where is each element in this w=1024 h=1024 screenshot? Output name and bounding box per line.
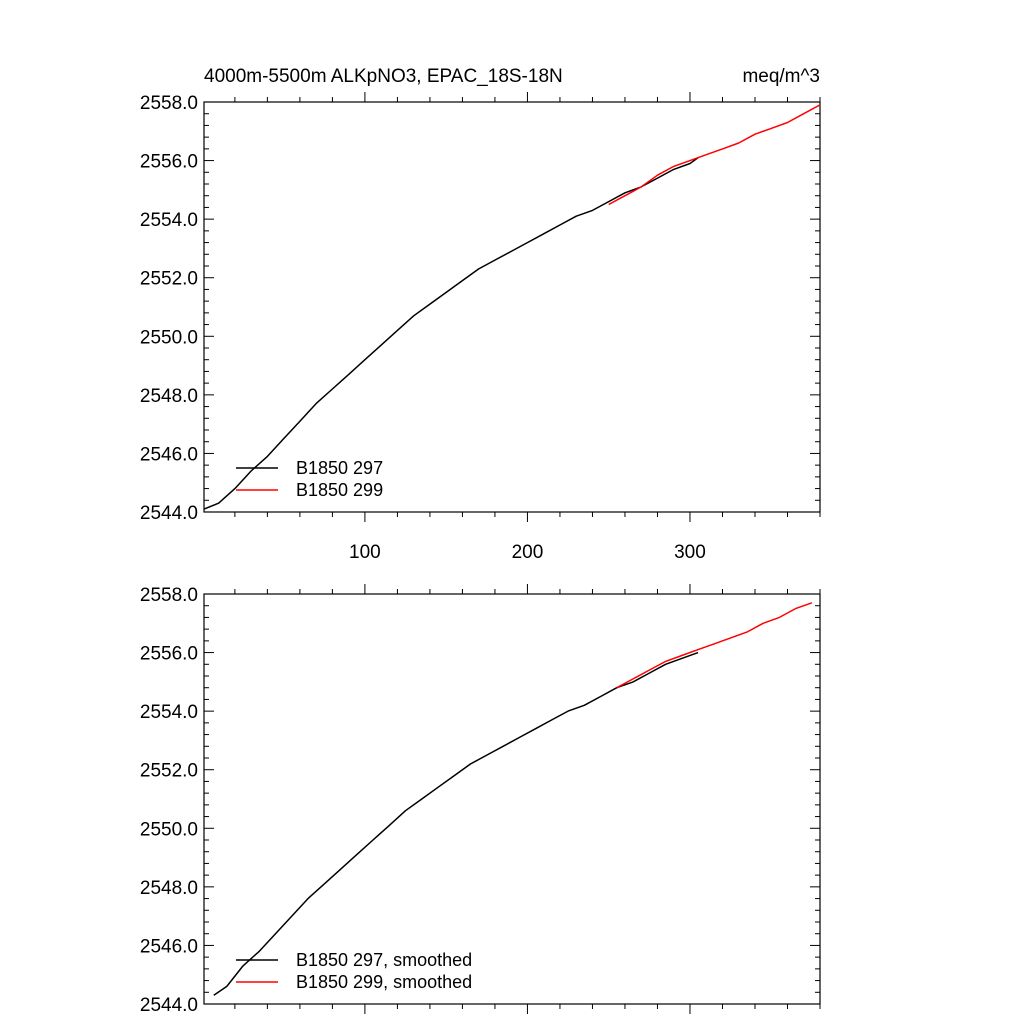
y-tick-label: 2556.0 <box>140 152 198 173</box>
chart-title-units: meq/m^3 <box>742 66 820 87</box>
y-tick-label: 2554.0 <box>140 210 198 231</box>
y-tick-label: 2552.0 <box>140 269 198 290</box>
chart-title-left: 4000m-5500m ALKpNO3, EPAC_18S-18N <box>204 66 563 87</box>
series-line-2 <box>616 602 813 689</box>
legend-label: B1850 299 <box>296 480 383 500</box>
y-tick-label: 2558.0 <box>140 585 198 606</box>
top-panel: 2544.0 2546.0 2548.0 2550.0 2552.0 2554.0 2556… <box>140 92 821 563</box>
y-tick-label: 2548.0 <box>140 878 198 899</box>
x-tick-label: 200 <box>512 542 544 563</box>
legend-label: B1850 297, smoothed <box>296 950 472 970</box>
x-tick-label: 300 <box>674 542 706 563</box>
plot-frame <box>203 593 821 1005</box>
y-tick-label: 2550.0 <box>140 327 198 348</box>
y-tick-label: 2544.0 <box>140 503 198 524</box>
series-line-2 <box>608 104 821 206</box>
y-tick-label: 2546.0 <box>140 444 198 465</box>
series-line-1 <box>203 156 699 510</box>
y-tick-label: 2550.0 <box>140 819 198 840</box>
y-tick-label: 2548.0 <box>140 386 198 407</box>
bottom-panel: 2544.0 2546.0 2548.0 2550.0 2552.0 2554.0 2556… <box>140 584 821 1016</box>
y-tick-label: 2552.0 <box>140 761 198 782</box>
series-line-1 <box>213 651 699 996</box>
y-tick-label: 2556.0 <box>140 644 198 665</box>
legend-label: B1850 297 <box>296 458 383 478</box>
legend-label: B1850 299, smoothed <box>296 972 472 992</box>
y-tick-label: 2558.0 <box>140 93 198 114</box>
y-tick-label: 2554.0 <box>140 702 198 723</box>
y-tick-label: 2544.0 <box>140 995 198 1016</box>
y-tick-label: 2546.0 <box>140 936 198 957</box>
x-tick-label: 100 <box>349 542 381 563</box>
plot-frame <box>203 101 821 513</box>
